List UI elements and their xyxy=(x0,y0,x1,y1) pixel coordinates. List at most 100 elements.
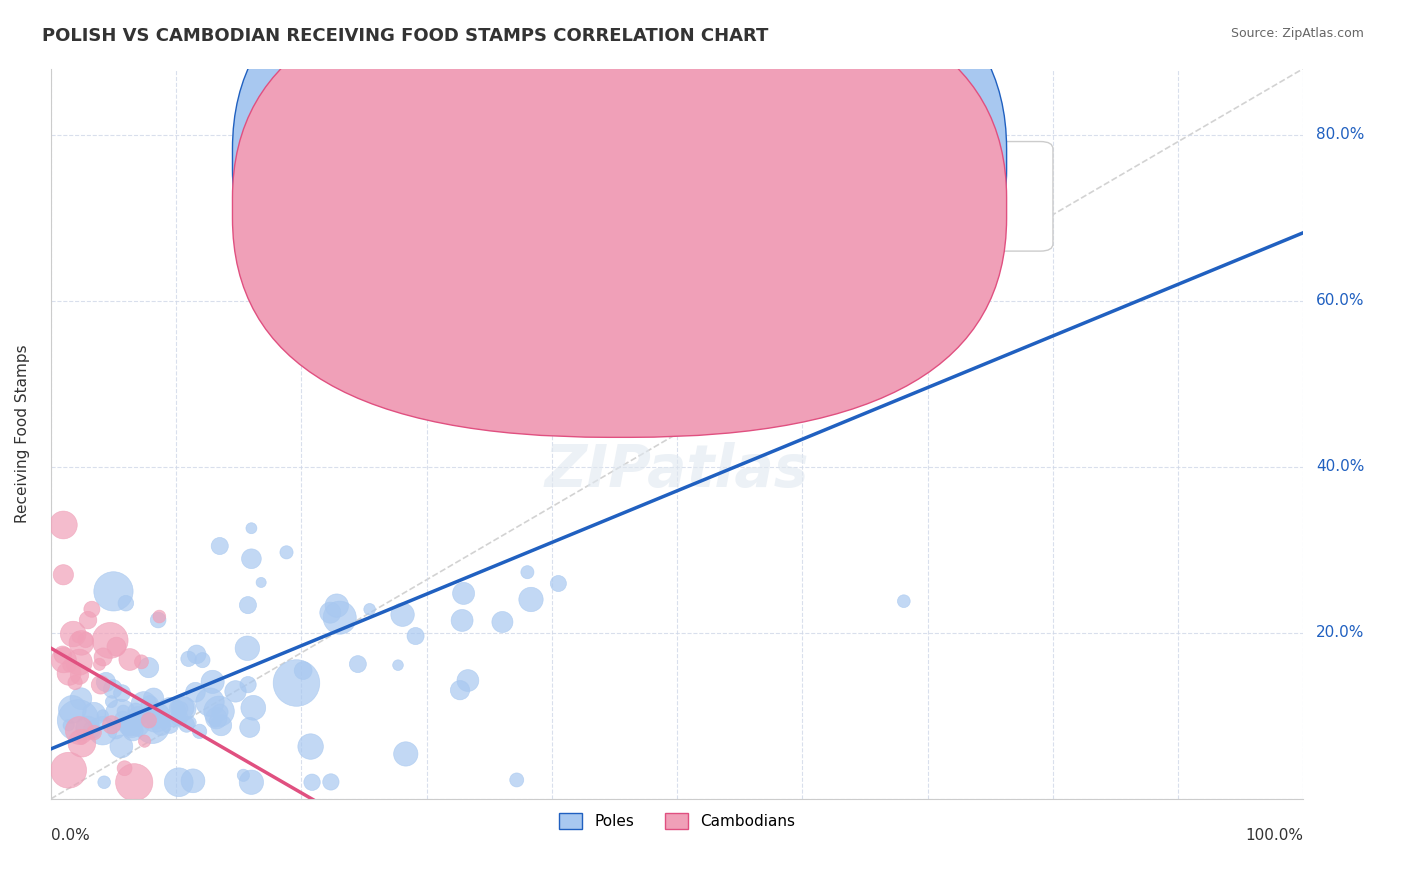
Point xyxy=(69,668,91,682)
Point xyxy=(359,602,381,616)
Point xyxy=(52,567,75,582)
Point xyxy=(347,657,370,672)
Point xyxy=(240,521,263,535)
Point xyxy=(541,268,564,283)
Point xyxy=(292,664,315,678)
Point xyxy=(80,602,103,616)
Point xyxy=(121,723,143,738)
Point xyxy=(395,747,418,761)
Point xyxy=(58,763,80,777)
FancyBboxPatch shape xyxy=(589,142,1053,252)
Point xyxy=(204,714,226,728)
Point xyxy=(52,648,75,662)
Point xyxy=(167,710,190,724)
Point xyxy=(176,717,198,731)
Point xyxy=(239,720,262,734)
Point xyxy=(114,596,136,610)
Point xyxy=(415,351,437,366)
Point xyxy=(160,705,183,719)
Point xyxy=(387,658,409,673)
Point xyxy=(52,653,75,667)
Point xyxy=(110,707,132,722)
Point xyxy=(150,719,173,733)
Point xyxy=(236,678,259,692)
Point xyxy=(91,708,114,723)
Point xyxy=(70,691,93,706)
Point xyxy=(112,704,135,718)
Point xyxy=(139,698,162,712)
Point xyxy=(299,739,322,754)
Point xyxy=(224,684,246,698)
Point xyxy=(122,775,145,789)
Point xyxy=(132,698,155,712)
Point xyxy=(120,719,142,733)
Point xyxy=(449,683,471,698)
Point xyxy=(127,709,149,723)
Point xyxy=(120,720,142,734)
Point xyxy=(173,702,195,716)
Text: 60.0%: 60.0% xyxy=(1316,293,1364,309)
Point xyxy=(90,678,112,692)
Point xyxy=(516,565,538,579)
Point xyxy=(146,613,169,627)
Point xyxy=(167,775,190,789)
Legend: Poles, Cambodians: Poles, Cambodians xyxy=(553,807,801,835)
Point xyxy=(666,343,689,358)
Point xyxy=(276,545,298,559)
Point xyxy=(142,691,165,706)
Point xyxy=(391,607,413,622)
Point xyxy=(91,723,114,738)
Point xyxy=(60,702,83,716)
Point xyxy=(70,736,93,750)
Point xyxy=(208,704,231,718)
Text: 0.0%: 0.0% xyxy=(51,828,90,843)
Text: ZIPatlas: ZIPatlas xyxy=(546,442,810,499)
Point xyxy=(179,715,201,730)
Point xyxy=(114,761,136,775)
Point xyxy=(453,586,475,600)
Y-axis label: Receiving Food Stamps: Receiving Food Stamps xyxy=(15,344,30,523)
Point xyxy=(491,615,513,629)
Point xyxy=(181,773,204,788)
Point xyxy=(145,710,167,724)
Point xyxy=(100,718,122,732)
Point xyxy=(58,718,80,732)
Point xyxy=(184,685,207,699)
Point xyxy=(127,718,149,732)
Text: Source: ZipAtlas.com: Source: ZipAtlas.com xyxy=(1230,27,1364,40)
Point xyxy=(145,713,167,727)
Text: R = 0.291    N = 33: R = 0.291 N = 33 xyxy=(640,189,789,204)
Point xyxy=(82,723,104,737)
Point xyxy=(188,724,211,739)
Point xyxy=(329,610,352,624)
Point xyxy=(58,658,80,673)
Point xyxy=(186,648,208,662)
Text: 20.0%: 20.0% xyxy=(1316,625,1364,640)
Point xyxy=(104,723,127,738)
Point xyxy=(232,768,254,782)
Point xyxy=(319,775,342,789)
Point xyxy=(91,650,114,665)
Point xyxy=(208,539,231,553)
Point xyxy=(63,675,86,690)
Point xyxy=(75,632,97,647)
Point xyxy=(240,775,263,789)
Point xyxy=(138,714,160,728)
Point xyxy=(201,674,224,689)
Point xyxy=(67,714,90,728)
Point xyxy=(451,614,474,628)
Point xyxy=(159,717,181,731)
Point xyxy=(117,721,139,735)
Point xyxy=(319,606,342,620)
Text: POLISH VS CAMBODIAN RECEIVING FOOD STAMPS CORRELATION CHART: POLISH VS CAMBODIAN RECEIVING FOOD STAMP… xyxy=(42,27,769,45)
Point xyxy=(67,723,90,738)
Point xyxy=(250,575,273,590)
Point xyxy=(198,695,221,709)
Point xyxy=(103,584,125,599)
Point xyxy=(141,719,163,733)
Point xyxy=(236,641,259,656)
Point xyxy=(457,673,479,688)
Point xyxy=(326,599,349,613)
Point xyxy=(58,666,80,681)
Point xyxy=(143,715,166,730)
